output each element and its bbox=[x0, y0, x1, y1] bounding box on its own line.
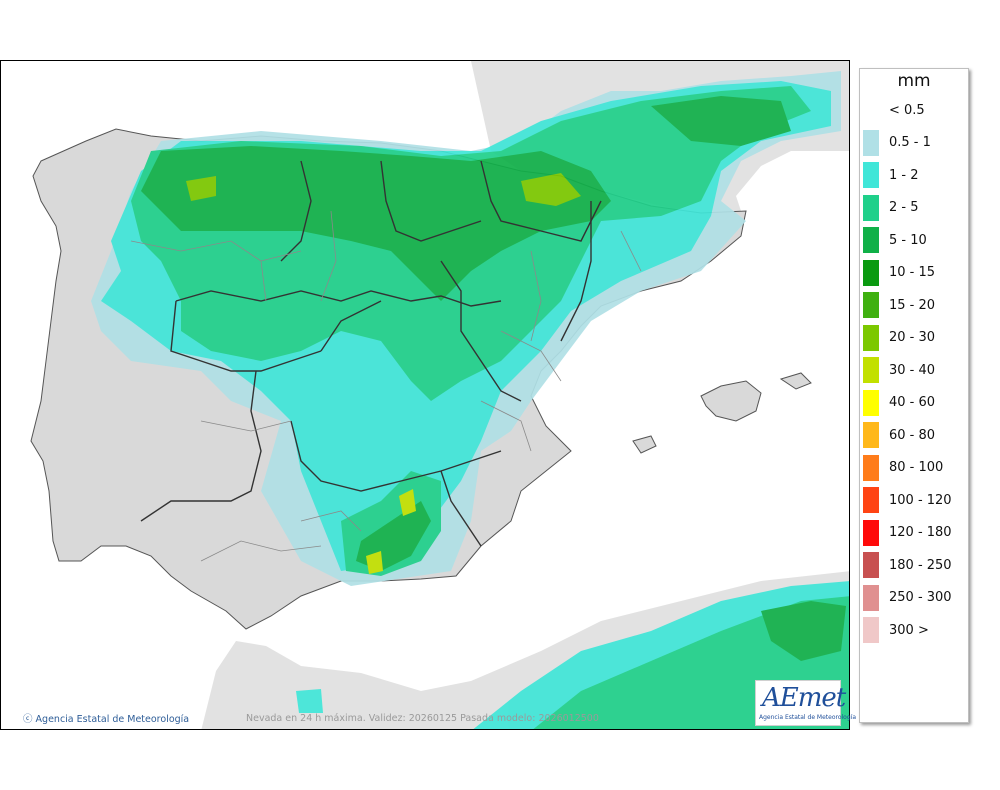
legend-swatch bbox=[863, 487, 879, 513]
legend-label: 100 - 120 bbox=[889, 492, 952, 508]
legend-item: 120 - 180 bbox=[863, 519, 952, 546]
legend-label: 30 - 40 bbox=[889, 362, 936, 378]
legend-label: 60 - 80 bbox=[889, 427, 936, 443]
legend-label: 120 - 180 bbox=[889, 525, 952, 540]
legend-label: 40 - 60 bbox=[889, 395, 936, 410]
legend-item: 20 - 30 bbox=[863, 324, 936, 351]
legend-swatch bbox=[863, 617, 879, 643]
legend-item: 60 - 80 bbox=[863, 422, 936, 448]
agency-credit: ⓒ Agencia Estatal de Meteorología bbox=[23, 711, 189, 725]
legend-label: 180 - 250 bbox=[889, 557, 952, 573]
legend-item: < 0.5 bbox=[863, 97, 925, 123]
legend-item: 2 - 5 bbox=[863, 194, 919, 221]
legend-swatch bbox=[863, 324, 879, 351]
legend-item: 5 - 10 bbox=[863, 227, 927, 253]
legend-label: 20 - 30 bbox=[889, 330, 936, 345]
province-borders bbox=[130, 210, 642, 562]
legend-swatch bbox=[863, 552, 879, 578]
legend-label: 250 - 300 bbox=[889, 590, 952, 605]
aemet-logo-subtitle: Agencia Estatal de Meteorología bbox=[759, 714, 856, 721]
legend-label: 1 - 2 bbox=[889, 167, 919, 183]
legend-item: 100 - 120 bbox=[863, 487, 952, 513]
mallorca-land bbox=[700, 380, 762, 422]
legend-label: 80 - 100 bbox=[889, 460, 944, 475]
map-caption: Nevada en 24 h máxima. Validez: 20260125… bbox=[246, 713, 599, 724]
legend-swatch bbox=[863, 129, 879, 156]
precipitation-layer bbox=[91, 71, 849, 729]
legend-label: 5 - 10 bbox=[889, 232, 927, 248]
legend-unit: mm bbox=[897, 71, 931, 91]
aemet-logo-word: AEmet bbox=[762, 683, 846, 713]
legend-item: 80 - 100 bbox=[863, 454, 944, 481]
legend-label: 300 > bbox=[889, 622, 929, 638]
legend-swatch bbox=[863, 227, 879, 253]
legend-item: 1 - 2 bbox=[863, 162, 919, 188]
legend-label: 10 - 15 bbox=[889, 265, 936, 280]
precipitation-map bbox=[1, 61, 849, 729]
legend-panel: mm < 0.5 0.5 - 1 1 - 2 2 - 5 5 - 10 10 - 15 15… bbox=[859, 68, 969, 723]
menorca-land bbox=[779, 372, 812, 390]
legend-label: < 0.5 bbox=[889, 102, 925, 118]
legend-swatch bbox=[863, 422, 879, 448]
map-frame: ⓒ Agencia Estatal de Meteorología Nevada… bbox=[0, 60, 850, 730]
ibiza-land bbox=[632, 435, 657, 454]
legend-item: 15 - 20 bbox=[863, 292, 936, 318]
legend-item: 0.5 - 1 bbox=[863, 129, 931, 156]
legend-swatch bbox=[863, 357, 879, 383]
legend-item: 40 - 60 bbox=[863, 389, 936, 416]
aemet-logo: AEmet Agencia Estatal de Meteorología bbox=[755, 680, 856, 726]
legend-item: 250 - 300 bbox=[863, 584, 952, 611]
legend-item: 30 - 40 bbox=[863, 357, 936, 383]
copyright-icon: ⓒ bbox=[23, 714, 33, 725]
legend-swatch bbox=[863, 454, 879, 481]
legend-swatch bbox=[863, 519, 879, 546]
legend-item: 300 > bbox=[863, 617, 929, 643]
legend-swatch bbox=[863, 292, 879, 318]
legend-swatch bbox=[863, 194, 879, 221]
legend-label: 0.5 - 1 bbox=[889, 135, 931, 150]
legend-swatch bbox=[863, 162, 879, 188]
legend-label: 2 - 5 bbox=[889, 200, 919, 215]
legend-item: 180 - 250 bbox=[863, 552, 952, 578]
legend-label: 15 - 20 bbox=[889, 297, 936, 313]
legend-swatch bbox=[863, 584, 879, 611]
region-borders bbox=[140, 160, 602, 547]
legend-swatch bbox=[863, 97, 879, 123]
legend-swatch bbox=[863, 389, 879, 416]
legend-swatch bbox=[863, 259, 879, 286]
legend-item: 10 - 15 bbox=[863, 259, 936, 286]
agency-credit-text: Agencia Estatal de Meteorología bbox=[35, 714, 190, 725]
